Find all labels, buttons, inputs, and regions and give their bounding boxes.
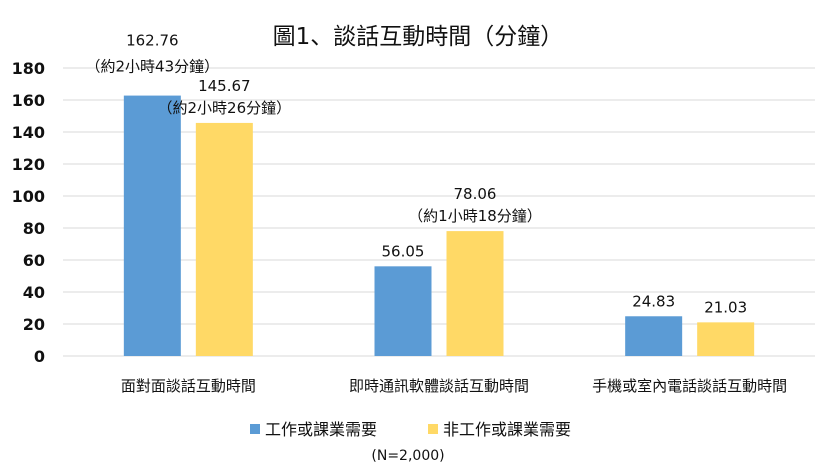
legend-label-work: 工作或課業需要 <box>265 420 377 439</box>
legend-swatch-nonwork <box>428 424 438 434</box>
bar <box>123 95 181 357</box>
data-label: 145.67 <box>198 77 251 95</box>
bar <box>374 266 432 356</box>
data-label: 21.03 <box>704 298 747 316</box>
legend: 工作或課業需要 非工作或課業需要 <box>250 420 571 439</box>
y-tick-label: 140 <box>12 123 45 142</box>
data-label: 24.83 <box>632 292 675 310</box>
bar <box>195 122 253 356</box>
bar <box>446 231 504 356</box>
y-tick-label: 0 <box>34 347 45 366</box>
y-tick-label: 40 <box>23 283 45 302</box>
y-tick-label: 180 <box>12 59 45 78</box>
data-label-note: （約2小時26分鐘） <box>158 99 292 117</box>
y-axis-ticks: 0 20 40 60 80 100 120 140 160 180 <box>12 59 45 366</box>
legend-label-nonwork: 非工作或課業需要 <box>443 420 571 439</box>
data-labels: 162.76 （約2小時43分鐘）145.67 （約2小時26分鐘） 56.05 78.… <box>86 32 748 317</box>
y-tick-label: 160 <box>12 91 45 110</box>
y-tick-label: 80 <box>23 219 45 238</box>
data-label-note: （約2小時43分鐘） <box>86 58 220 76</box>
legend-swatch-work <box>250 424 260 434</box>
bar <box>625 316 683 356</box>
sample-size-note: (N=2,000) <box>371 448 444 464</box>
y-tick-label: 100 <box>12 187 45 206</box>
chart-title: 圖1、談話互動時間（分鐘） <box>273 24 564 50</box>
y-tick-label: 20 <box>23 315 45 334</box>
x-tick-label: 即時通訊軟體談話互動時間 <box>349 377 529 395</box>
bars <box>123 95 755 357</box>
gridlines <box>63 67 815 357</box>
y-tick-label: 60 <box>23 251 45 270</box>
x-tick-label: 手機或室內電話談話互動時間 <box>592 377 787 395</box>
data-label: 162.76 <box>126 32 179 50</box>
data-label-note: （約1小時18分鐘） <box>408 207 542 225</box>
bar <box>697 322 755 356</box>
x-axis-labels: 面對面談話互動時間 即時通訊軟體談話互動時間 手機或室內電話談話互動時間 <box>121 377 787 395</box>
x-tick-label: 面對面談話互動時間 <box>121 377 256 395</box>
data-label: 56.05 <box>382 242 425 260</box>
data-label: 78.06 <box>454 185 497 203</box>
y-tick-label: 120 <box>12 155 45 174</box>
